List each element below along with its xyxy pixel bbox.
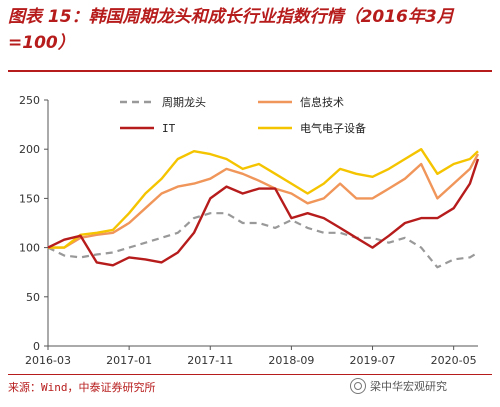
legend-label: 信息技术 (300, 95, 344, 109)
chart-legend: 周期龙头 信息技术 IT 电气电子设备 (120, 95, 366, 135)
legend-label: 周期龙头 (162, 96, 206, 109)
y-tick-label: 150 (19, 192, 40, 205)
chart-axes: 0 50 100 150 200 250 2016-03 2017-01 2017-11 2018… (19, 94, 478, 367)
legend-label: 电气电子设备 (300, 121, 366, 135)
legend-label: IT (162, 122, 176, 135)
wechat-icon (350, 378, 366, 394)
chart-title: 图表 15：韩国周期龙头和成长行业指数行情（2016年3月=100） (8, 7, 454, 53)
y-tick-label: 200 (19, 143, 40, 156)
source-note: 来源：Wind，中泰证券研究所 (8, 381, 156, 394)
x-tick-label: 2020-05 (431, 354, 477, 367)
x-tick-label: 2017-01 (106, 354, 152, 367)
x-tick-label: 2017-11 (187, 354, 233, 367)
y-tick-label: 50 (26, 291, 40, 304)
y-tick-label: 100 (19, 242, 40, 255)
watermark-text: 梁中华宏观研究 (370, 380, 447, 393)
series-line-1 (48, 153, 480, 249)
x-tick-label: 2019-07 (350, 354, 396, 367)
y-tick-label: 250 (19, 94, 40, 107)
title-divider (8, 70, 492, 72)
source-divider (8, 374, 492, 375)
line-chart: 0 50 100 150 200 250 2016-03 2017-01 2017-11 2018… (19, 94, 480, 367)
x-tick-label: 2016-03 (25, 354, 71, 367)
series-line-2 (47, 158, 480, 267)
series-line-3 (48, 147, 479, 249)
x-tick-label: 2018-09 (268, 354, 314, 367)
watermark: 梁中华宏观研究 (350, 378, 447, 394)
series-line-0 (47, 212, 479, 269)
chart-series (47, 147, 480, 269)
y-tick-label: 0 (33, 340, 40, 353)
